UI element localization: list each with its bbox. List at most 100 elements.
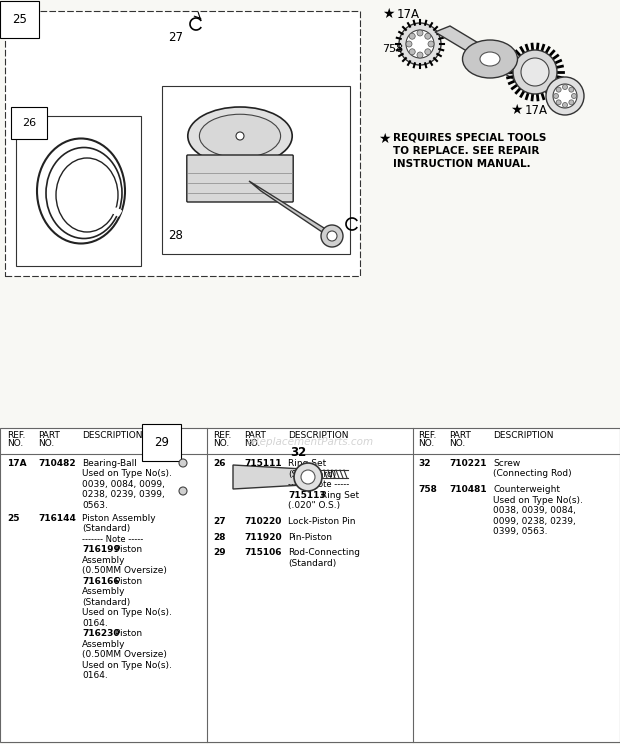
Polygon shape — [249, 181, 340, 244]
Circle shape — [417, 30, 423, 36]
Bar — [16, 116, 141, 266]
Wedge shape — [108, 206, 116, 213]
Ellipse shape — [179, 487, 187, 495]
Text: Lock-Piston Pin: Lock-Piston Pin — [288, 517, 355, 526]
Text: 17A: 17A — [397, 8, 420, 21]
Text: (Standard): (Standard) — [288, 469, 336, 478]
Text: 25: 25 — [12, 13, 27, 26]
Text: 710481: 710481 — [449, 485, 487, 494]
Wedge shape — [113, 208, 122, 217]
Circle shape — [406, 41, 412, 47]
Text: 715111: 715111 — [244, 459, 281, 468]
Wedge shape — [112, 208, 119, 215]
Text: Used on Type No(s).: Used on Type No(s). — [82, 661, 172, 670]
Ellipse shape — [188, 107, 292, 165]
Text: 711920: 711920 — [244, 533, 281, 542]
Text: NO.: NO. — [7, 439, 24, 448]
Text: 29: 29 — [154, 436, 169, 449]
Circle shape — [554, 94, 559, 98]
Ellipse shape — [301, 470, 315, 484]
Bar — [0, 428, 620, 742]
Ellipse shape — [406, 30, 434, 58]
Text: 716166: 716166 — [82, 577, 120, 586]
Circle shape — [428, 41, 434, 47]
Text: REF.: REF. — [418, 431, 436, 440]
Circle shape — [417, 52, 423, 58]
Text: ------- Note -----: ------- Note ----- — [82, 535, 143, 544]
Text: PART: PART — [449, 431, 471, 440]
Text: aReplacementParts.com: aReplacementParts.com — [246, 437, 374, 447]
Text: Counterweight: Counterweight — [493, 485, 560, 494]
Text: Ring Set: Ring Set — [318, 490, 359, 499]
Text: 715106: 715106 — [244, 548, 281, 557]
Text: (0.50MM Oversize): (0.50MM Oversize) — [82, 650, 167, 659]
Text: 27: 27 — [324, 230, 339, 243]
Circle shape — [562, 85, 567, 89]
Text: Used on Type No(s).: Used on Type No(s). — [82, 469, 172, 478]
Text: 0563.: 0563. — [82, 501, 108, 510]
Text: 716144: 716144 — [38, 513, 76, 522]
Text: 0164.: 0164. — [82, 671, 108, 680]
Text: Assembly: Assembly — [82, 587, 125, 596]
Text: TO REPLACE. SEE REPAIR: TO REPLACE. SEE REPAIR — [393, 146, 539, 156]
Text: REF.: REF. — [7, 431, 25, 440]
Text: 758: 758 — [382, 44, 403, 54]
Text: NO.: NO. — [449, 439, 465, 448]
Text: NO.: NO. — [38, 439, 55, 448]
Ellipse shape — [521, 58, 549, 86]
Ellipse shape — [399, 23, 441, 65]
Text: Bearing-Ball: Bearing-Ball — [82, 459, 137, 468]
Circle shape — [425, 33, 431, 39]
Text: 0038, 0039, 0084,: 0038, 0039, 0084, — [493, 506, 576, 516]
Text: 26: 26 — [213, 459, 226, 468]
Text: REQUIRES SPECIAL TOOLS: REQUIRES SPECIAL TOOLS — [393, 133, 546, 143]
Circle shape — [572, 94, 577, 98]
Text: PART: PART — [244, 431, 266, 440]
Text: (Standard): (Standard) — [82, 524, 130, 533]
Text: 25: 25 — [7, 513, 19, 522]
Circle shape — [409, 49, 415, 55]
Text: (Standard): (Standard) — [288, 559, 336, 568]
Text: Piston: Piston — [112, 545, 142, 554]
Polygon shape — [233, 465, 303, 489]
Ellipse shape — [327, 231, 337, 241]
Text: 715113: 715113 — [288, 490, 326, 499]
Circle shape — [409, 33, 415, 39]
Text: DESCRIPTION: DESCRIPTION — [82, 431, 143, 440]
Ellipse shape — [175, 451, 241, 503]
Text: 29: 29 — [213, 548, 226, 557]
Text: 758: 758 — [418, 485, 437, 494]
Ellipse shape — [553, 84, 577, 108]
Text: Screw: Screw — [493, 459, 520, 468]
Ellipse shape — [321, 225, 343, 247]
Circle shape — [556, 87, 561, 92]
Text: NO.: NO. — [418, 439, 434, 448]
Text: (Connecting Rod): (Connecting Rod) — [493, 469, 572, 478]
Text: DESCRIPTION: DESCRIPTION — [288, 431, 348, 440]
Text: 0399, 0563.: 0399, 0563. — [493, 527, 547, 536]
Text: Used on Type No(s).: Used on Type No(s). — [82, 608, 172, 617]
FancyBboxPatch shape — [187, 155, 293, 202]
Text: Ring Set: Ring Set — [288, 459, 326, 468]
Text: 17A: 17A — [7, 459, 27, 468]
Text: DESCRIPTION: DESCRIPTION — [493, 431, 554, 440]
Circle shape — [562, 103, 567, 107]
Text: 0164.: 0164. — [82, 618, 108, 628]
Circle shape — [425, 49, 431, 55]
Text: 26: 26 — [22, 118, 36, 128]
Text: Rod-Connecting: Rod-Connecting — [288, 548, 360, 557]
Bar — [0, 428, 620, 742]
Text: ★: ★ — [382, 7, 394, 21]
Bar — [148, 434, 378, 529]
Text: (0.50MM Oversize): (0.50MM Oversize) — [82, 566, 167, 575]
Polygon shape — [435, 26, 550, 92]
Text: 716199: 716199 — [82, 545, 120, 554]
Text: (.020" O.S.): (.020" O.S.) — [288, 501, 340, 510]
Text: NO.: NO. — [213, 439, 229, 448]
Ellipse shape — [480, 52, 500, 66]
Text: 32: 32 — [418, 459, 430, 468]
Text: Piston: Piston — [112, 577, 142, 586]
Text: 27: 27 — [213, 517, 226, 526]
Text: 710220: 710220 — [244, 517, 281, 526]
Text: 0039, 0084, 0099,: 0039, 0084, 0099, — [82, 480, 165, 489]
